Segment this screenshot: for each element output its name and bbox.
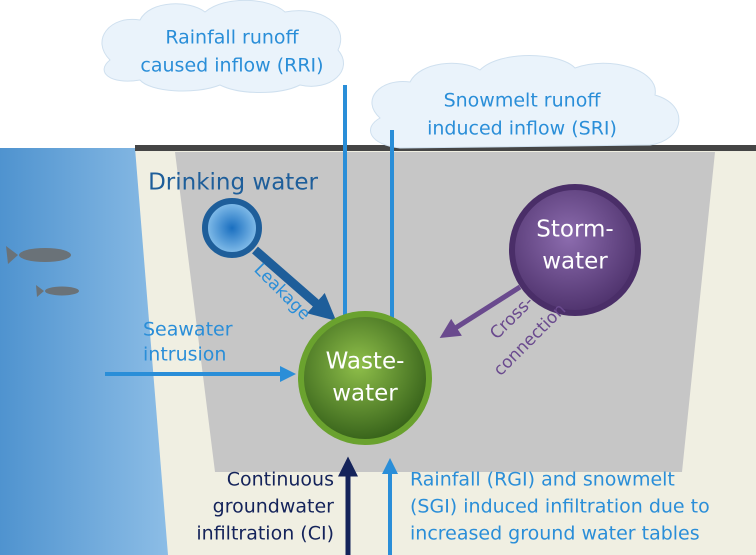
drinking-water-node xyxy=(202,198,262,258)
waste-label: Waste- xyxy=(326,349,405,375)
seawater-label: intrusion xyxy=(143,344,226,366)
seawater-label: Seawater xyxy=(143,319,233,341)
waste-label: water xyxy=(332,381,398,407)
arrow-leakage xyxy=(252,246,337,321)
rgi-label: Rainfall (RGI) and snowmelt xyxy=(410,469,675,491)
sri-label: induced inflow (SRI) xyxy=(427,118,617,140)
cloud-rri xyxy=(101,0,344,93)
rgi-label: increased ground water tables xyxy=(410,523,700,545)
ci-label: groundwater xyxy=(213,496,335,518)
drinking-label: Drinking water xyxy=(148,170,318,196)
rgi-label: (SGI) induced infiltration due to xyxy=(410,496,710,518)
rri-label: caused inflow (RRI) xyxy=(140,55,323,77)
trench xyxy=(175,152,715,472)
surface-line xyxy=(135,145,756,151)
cloud-sri xyxy=(370,55,680,149)
storm-label: water xyxy=(542,249,608,275)
ci-label: Continuous xyxy=(227,469,334,491)
arrow-cross xyxy=(439,284,522,339)
stormwater-node xyxy=(509,184,641,316)
sri-label: Snowmelt runoff xyxy=(444,90,602,112)
wastewater-node xyxy=(298,311,432,445)
ci-label: infiltration (CI) xyxy=(196,523,334,545)
rri-label: Rainfall runoff xyxy=(165,27,299,49)
fish xyxy=(6,246,79,297)
storm-label: Storm- xyxy=(536,217,613,243)
